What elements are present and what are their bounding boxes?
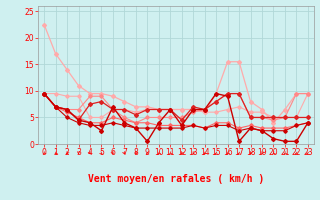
X-axis label: Vent moyen/en rafales ( km/h ): Vent moyen/en rafales ( km/h ) [88, 174, 264, 184]
